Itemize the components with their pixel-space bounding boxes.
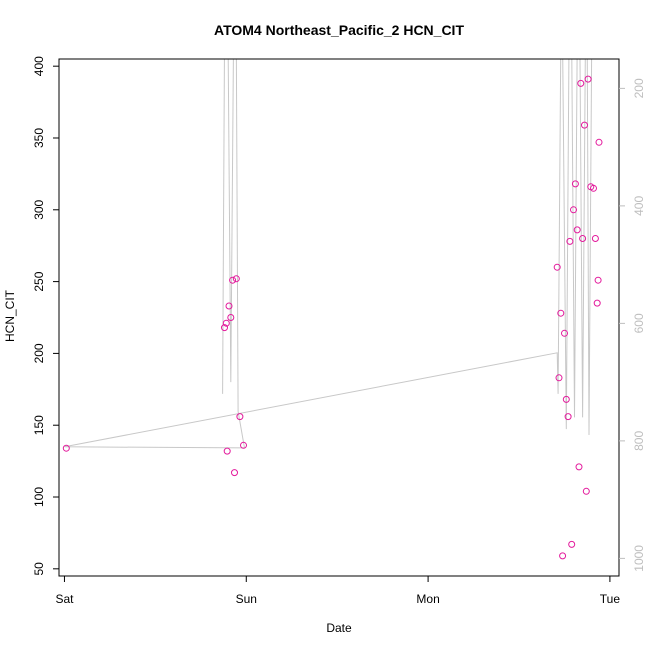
x-tick-label: Mon <box>416 592 439 606</box>
data-point <box>555 374 563 382</box>
y2-tick-label: 1000 <box>632 545 646 572</box>
y-tick-label: 250 <box>32 271 46 291</box>
data-point <box>231 469 238 477</box>
y-tick-label: 300 <box>32 199 46 219</box>
y-tick-label: 150 <box>32 415 46 435</box>
data-point <box>584 75 592 83</box>
data-point <box>240 441 247 449</box>
data-point <box>573 226 581 234</box>
axes: Sat Sun Mon Tue 50 100 150 200 250 300 350 400 200 40… <box>32 56 646 606</box>
data-point <box>593 299 601 307</box>
data-point <box>222 319 230 327</box>
data-point <box>232 275 240 283</box>
y-tick-label: 350 <box>32 128 46 148</box>
data-point <box>582 487 590 495</box>
data-point <box>236 413 244 421</box>
data-point <box>590 184 597 192</box>
data-point <box>564 413 572 421</box>
y-axis-label: HCN_CIT <box>3 289 17 342</box>
data-point <box>553 263 561 271</box>
data-point <box>594 276 602 284</box>
data-point <box>568 540 576 548</box>
y-tick-label: 200 <box>32 343 46 363</box>
data-point <box>570 206 577 214</box>
x-tick-label: Sun <box>236 592 257 606</box>
data-point <box>561 329 568 337</box>
data-point <box>62 444 70 452</box>
series-line <box>222 59 245 448</box>
data-point <box>559 552 567 560</box>
data-point <box>223 447 231 455</box>
plot-points <box>62 75 603 560</box>
data-point <box>225 302 233 310</box>
data-point <box>227 314 235 321</box>
x-tick-label: Sat <box>55 592 74 606</box>
chart-title: ATOM4 Northeast_Pacific_2 HCN_CIT <box>214 22 464 38</box>
y-tick-label: 400 <box>32 56 46 76</box>
plot-frame <box>58 58 620 577</box>
y2-tick-label: 200 <box>632 78 646 98</box>
data-point <box>221 324 228 332</box>
y-tick-label: 100 <box>32 487 46 507</box>
data-point <box>595 138 603 146</box>
data-point <box>579 235 587 242</box>
data-point <box>571 180 579 188</box>
data-point <box>577 79 585 87</box>
data-point <box>562 395 570 403</box>
data-point <box>566 237 574 245</box>
y2-tick-label: 800 <box>632 431 646 451</box>
y-tick-label: 50 <box>32 562 46 576</box>
x-axis-label: Date <box>326 621 352 635</box>
y2-tick-label: 400 <box>632 196 646 216</box>
plot-lines <box>64 59 593 449</box>
data-point <box>575 463 583 471</box>
x-tick-label: Tue <box>600 592 621 606</box>
series-line <box>64 59 593 449</box>
y2-tick-label: 600 <box>632 313 646 333</box>
data-point <box>557 309 565 317</box>
data-point <box>591 235 599 242</box>
data-point <box>581 121 588 129</box>
data-point <box>229 276 237 284</box>
